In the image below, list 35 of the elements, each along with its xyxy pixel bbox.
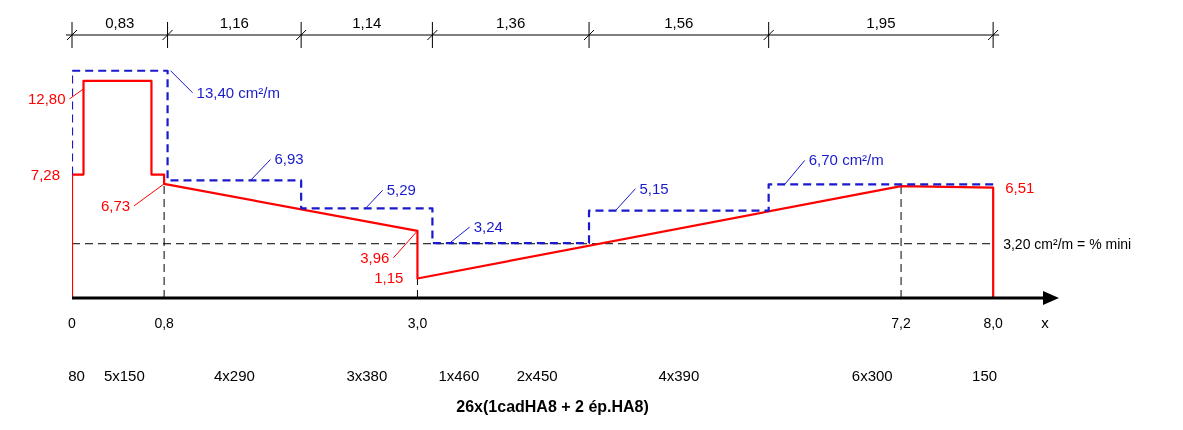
x-tick-label: 0 bbox=[68, 314, 77, 331]
text: 1x460 bbox=[438, 367, 480, 384]
data-label: 5,29 bbox=[386, 181, 416, 199]
text: 1,95 bbox=[866, 14, 896, 31]
text: 4x290 bbox=[213, 367, 255, 384]
data-label: 3,96 bbox=[360, 248, 390, 266]
x-axis-title: x bbox=[1041, 314, 1050, 331]
text: 3x380 bbox=[346, 367, 388, 384]
data-label: 13,40 cm²/m bbox=[196, 83, 280, 101]
text: 1,14 bbox=[352, 14, 382, 31]
text: 2x450 bbox=[516, 367, 558, 384]
text: 1,56 bbox=[664, 14, 694, 31]
x-tick-label: 0,8 bbox=[154, 314, 175, 331]
text: 0,83 bbox=[105, 14, 135, 31]
data-label: 7,28 bbox=[30, 165, 60, 183]
text: 6x300 bbox=[851, 367, 893, 384]
x-tick-label: 8,0 bbox=[983, 314, 1004, 331]
text: 150 bbox=[972, 367, 998, 384]
data-label: 6,93 bbox=[274, 150, 304, 168]
text: 5x150 bbox=[103, 367, 145, 384]
x-tick-label: 3,0 bbox=[407, 314, 428, 331]
text: 1,16 bbox=[219, 14, 249, 31]
data-label: 6,73 bbox=[100, 196, 131, 214]
text: 4x390 bbox=[658, 367, 700, 384]
data-label: 12,80 bbox=[27, 89, 66, 107]
data-label: 3,24 bbox=[473, 218, 503, 236]
data-label: 6,51 bbox=[1005, 178, 1035, 196]
data-label: 5,15 bbox=[639, 179, 669, 197]
data-label: 6,70 cm²/m bbox=[808, 151, 884, 169]
data-label: 1,15 bbox=[374, 269, 404, 287]
text: 26x(1cadHA8 + 2 ép.HA8) bbox=[456, 398, 649, 415]
text: 1,36 bbox=[496, 14, 526, 31]
x-tick-label: 7,2 bbox=[891, 314, 912, 331]
text: 80 bbox=[68, 367, 85, 384]
ref-line-label: 3,20 cm²/m = % mini bbox=[1003, 235, 1132, 252]
